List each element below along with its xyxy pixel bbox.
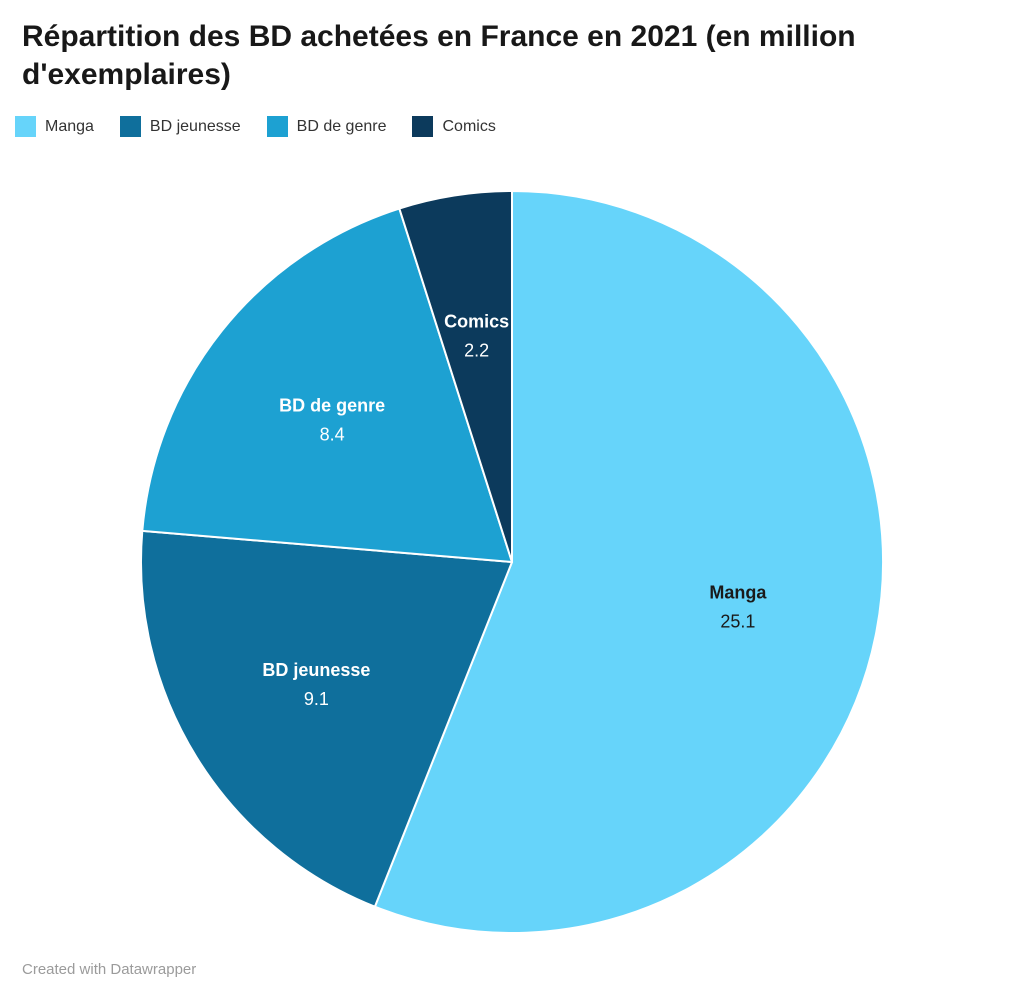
slice-label-manga: Manga 25.1 xyxy=(709,582,767,631)
legend-item-manga: Manga xyxy=(15,116,94,137)
legend-swatch-manga xyxy=(15,116,36,137)
legend-label-manga: Manga xyxy=(45,117,94,135)
legend-swatch-bd-jeunesse xyxy=(119,116,141,137)
legend-label-bd-jeunesse: BD jeunesse xyxy=(149,117,241,135)
legend-item-bd-jeunesse: BD jeunesse xyxy=(119,116,241,137)
pie-slice-manga xyxy=(373,190,884,934)
legend-item-comics: Comics xyxy=(412,116,496,137)
chart-title: Répartition des BD achetées en France en… xyxy=(22,20,856,91)
legend-label-comics: Comics xyxy=(442,117,496,135)
legend-swatch-bd-de-genre xyxy=(266,116,288,137)
slice-label-bd-jeunesse: BD jeunesse 9.1 xyxy=(262,660,370,709)
attribution: Created with Datawrapper xyxy=(22,961,197,978)
pie-slice-comics xyxy=(398,190,513,563)
legend-item-bd-de-genre: BD de genre xyxy=(266,116,387,137)
slice-label-bd-de-genre: BD de genre 8.4 xyxy=(279,396,385,445)
legend-swatch-comics xyxy=(412,116,434,137)
slice-label-comics: Comics 2.2 xyxy=(444,312,509,361)
pie-slice-bd-de-genre xyxy=(141,207,513,563)
pie-slice-bd-jeunesse xyxy=(139,529,513,908)
legend-label-bd-de-genre: BD de genre xyxy=(296,117,387,135)
legend: Manga BD jeunesse BD de genre Comics xyxy=(15,116,496,137)
